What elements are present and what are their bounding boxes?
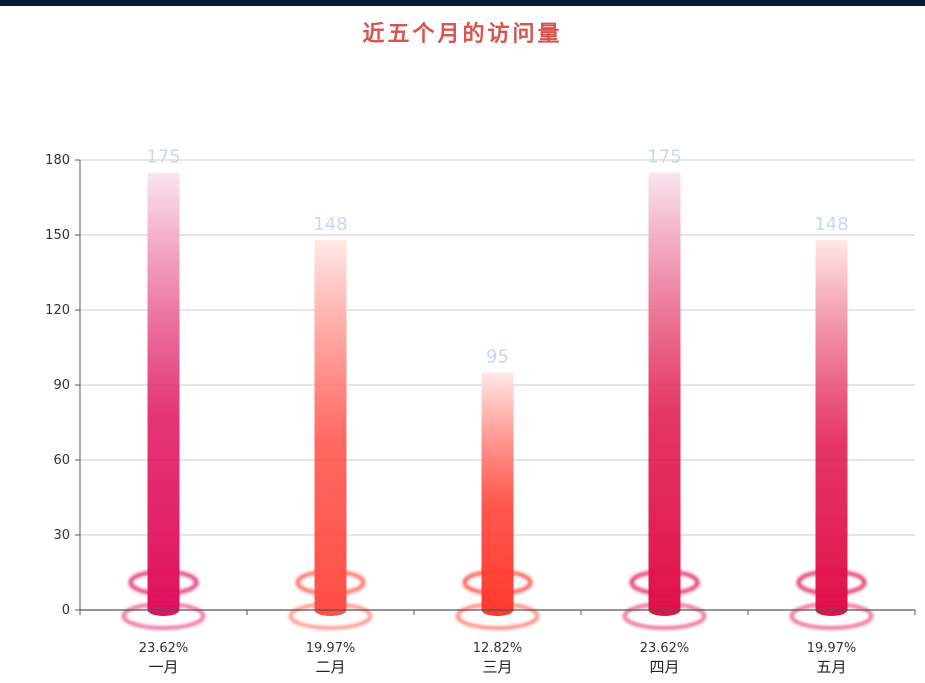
base-ring-inner bbox=[462, 569, 533, 596]
category-label: 一月 bbox=[148, 658, 178, 676]
value-label: 95 bbox=[486, 347, 509, 368]
category-label: 三月 bbox=[482, 658, 512, 676]
value-label: 175 bbox=[146, 147, 180, 168]
axis-layer: 0 30 60 90 120 150 180 bbox=[45, 153, 916, 618]
y-tick-label: 0 bbox=[62, 603, 70, 618]
percent-label: 12.82% bbox=[473, 641, 523, 656]
base-ring-inner bbox=[295, 569, 366, 596]
bar-2 bbox=[314, 240, 347, 610]
base-ring-outer bbox=[623, 602, 706, 630]
y-tick-label: 180 bbox=[45, 153, 70, 168]
y-tick-label: 60 bbox=[53, 453, 70, 468]
bar-4 bbox=[648, 172, 681, 610]
y-tick-label: 30 bbox=[53, 528, 70, 543]
y-tick-label: 120 bbox=[45, 303, 70, 318]
base-ring-inner bbox=[629, 569, 700, 596]
percent-label: 23.62% bbox=[640, 641, 690, 656]
base-ring-outer bbox=[456, 602, 539, 630]
label-layer: 175 23.62% 一月 148 19.97% 二月 95 12.82% 三月 175 23.62… bbox=[139, 147, 857, 677]
top-bar bbox=[0, 0, 925, 6]
category-label: 五月 bbox=[816, 658, 846, 676]
base-ring-outer bbox=[122, 602, 205, 630]
base-ring-inner bbox=[128, 569, 199, 596]
bar-5 bbox=[815, 240, 848, 610]
value-label: 148 bbox=[814, 214, 848, 235]
base-ring-outer bbox=[289, 602, 372, 630]
chart-title: 近五个月的访问量 bbox=[362, 21, 563, 47]
percent-label: 23.62% bbox=[139, 641, 189, 656]
base-ring-inner bbox=[796, 569, 867, 596]
base-ring-outer bbox=[790, 602, 873, 630]
category-label: 四月 bbox=[649, 658, 679, 676]
value-label: 148 bbox=[313, 214, 347, 235]
bar-layer bbox=[122, 172, 873, 630]
bar-3 bbox=[481, 372, 514, 610]
percent-label: 19.97% bbox=[306, 641, 356, 656]
value-label: 175 bbox=[647, 147, 681, 168]
category-label: 二月 bbox=[315, 658, 345, 676]
y-tick-label: 90 bbox=[53, 378, 70, 393]
percent-label: 19.97% bbox=[807, 641, 857, 656]
y-tick-label: 150 bbox=[45, 228, 70, 243]
bar-1 bbox=[147, 172, 180, 610]
